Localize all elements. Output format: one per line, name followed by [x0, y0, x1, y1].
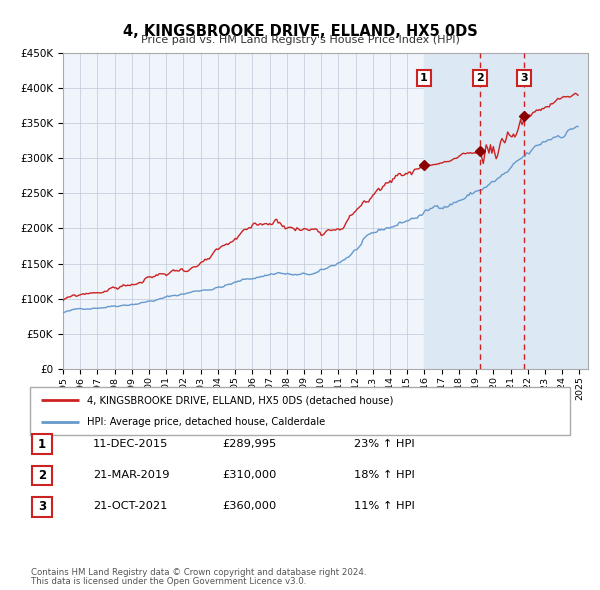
- FancyBboxPatch shape: [32, 497, 52, 517]
- Text: HPI: Average price, detached house, Calderdale: HPI: Average price, detached house, Cald…: [86, 417, 325, 427]
- Text: 4, KINGSBROOKE DRIVE, ELLAND, HX5 0DS (detached house): 4, KINGSBROOKE DRIVE, ELLAND, HX5 0DS (d…: [86, 395, 393, 405]
- Text: 4, KINGSBROOKE DRIVE, ELLAND, HX5 0DS: 4, KINGSBROOKE DRIVE, ELLAND, HX5 0DS: [122, 24, 478, 38]
- Text: 21-OCT-2021: 21-OCT-2021: [93, 502, 167, 511]
- Text: 1: 1: [420, 73, 427, 83]
- FancyBboxPatch shape: [30, 387, 570, 435]
- Text: £310,000: £310,000: [222, 470, 277, 480]
- Text: 3: 3: [38, 500, 46, 513]
- Text: 3: 3: [520, 73, 528, 83]
- Text: 18% ↑ HPI: 18% ↑ HPI: [354, 470, 415, 480]
- Text: 11-DEC-2015: 11-DEC-2015: [93, 439, 169, 448]
- FancyBboxPatch shape: [32, 434, 52, 454]
- Text: £289,995: £289,995: [222, 439, 276, 448]
- Text: This data is licensed under the Open Government Licence v3.0.: This data is licensed under the Open Gov…: [31, 578, 307, 586]
- Text: 21-MAR-2019: 21-MAR-2019: [93, 470, 170, 480]
- Text: Contains HM Land Registry data © Crown copyright and database right 2024.: Contains HM Land Registry data © Crown c…: [31, 568, 367, 577]
- FancyBboxPatch shape: [32, 466, 52, 486]
- Text: £360,000: £360,000: [222, 502, 276, 511]
- Text: 1: 1: [38, 438, 46, 451]
- Text: 2: 2: [38, 469, 46, 482]
- Text: 23% ↑ HPI: 23% ↑ HPI: [354, 439, 415, 448]
- Bar: [424, 53, 588, 369]
- Text: 11% ↑ HPI: 11% ↑ HPI: [354, 502, 415, 511]
- Text: Price paid vs. HM Land Registry's House Price Index (HPI): Price paid vs. HM Land Registry's House …: [140, 35, 460, 45]
- Text: 2: 2: [476, 73, 484, 83]
